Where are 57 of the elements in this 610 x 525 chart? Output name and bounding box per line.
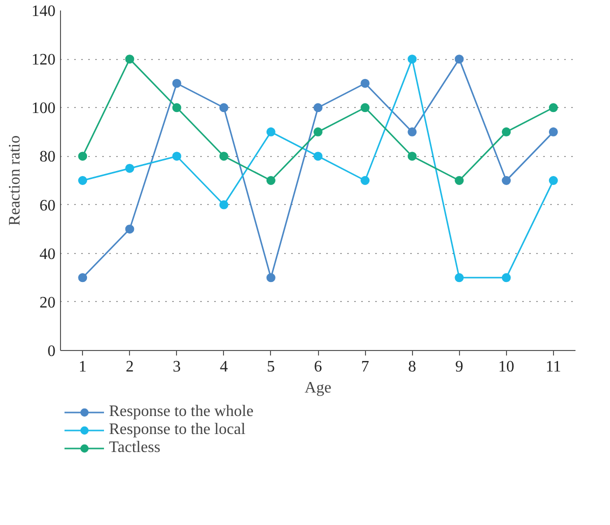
x-tick-label: 5 bbox=[266, 358, 275, 376]
y-tick-label: 100 bbox=[32, 100, 56, 118]
point bbox=[314, 127, 322, 136]
point bbox=[125, 164, 134, 173]
legend-label: Response to the local bbox=[109, 421, 246, 439]
legend-label: Tactless bbox=[109, 439, 160, 457]
point bbox=[125, 224, 134, 234]
point bbox=[314, 152, 322, 161]
point bbox=[408, 152, 417, 161]
point bbox=[78, 152, 88, 161]
y-tick-label: 60 bbox=[40, 197, 56, 214]
x-tick-label: 7 bbox=[361, 358, 370, 376]
x-tick-label: 1 bbox=[78, 358, 87, 376]
point bbox=[78, 176, 88, 185]
y-tick-label: 0 bbox=[48, 343, 56, 360]
point bbox=[360, 176, 370, 185]
point bbox=[172, 78, 182, 88]
point bbox=[454, 176, 464, 185]
point bbox=[78, 273, 88, 282]
point bbox=[502, 127, 511, 136]
x-tick-label: 8 bbox=[408, 358, 416, 376]
point bbox=[502, 176, 511, 185]
point bbox=[172, 152, 182, 161]
x-axis-title: Age bbox=[304, 380, 332, 396]
x-tick-label: 2 bbox=[126, 358, 134, 376]
point bbox=[548, 127, 558, 136]
point bbox=[219, 152, 228, 161]
x-tick-label: 6 bbox=[314, 358, 322, 376]
point bbox=[408, 54, 417, 64]
point bbox=[266, 176, 276, 185]
x-tick-label: 4 bbox=[220, 358, 228, 376]
point bbox=[172, 103, 182, 112]
point bbox=[360, 78, 370, 88]
point bbox=[219, 200, 228, 210]
y-tick-label: 40 bbox=[40, 246, 56, 263]
point bbox=[408, 127, 417, 136]
point bbox=[548, 176, 558, 185]
point bbox=[266, 127, 276, 136]
x-tick-label: 3 bbox=[172, 358, 181, 376]
y-tick-label: 80 bbox=[40, 148, 56, 166]
point bbox=[125, 54, 134, 64]
point bbox=[454, 273, 464, 282]
y-tick-label: 20 bbox=[40, 294, 56, 312]
y-tick-label: 120 bbox=[32, 52, 56, 69]
x-tick-label: 11 bbox=[546, 358, 562, 376]
point bbox=[502, 273, 511, 282]
x-tick-label: 9 bbox=[455, 358, 464, 376]
x-tick-label: 10 bbox=[498, 358, 514, 376]
y-tick-label: 140 bbox=[32, 3, 56, 20]
point bbox=[266, 273, 276, 282]
point bbox=[219, 103, 228, 112]
y-axis-title: Reaction ratio bbox=[6, 135, 24, 226]
point bbox=[360, 103, 370, 112]
point bbox=[454, 54, 464, 64]
legend-label: Response to the whole bbox=[109, 403, 254, 421]
point bbox=[314, 103, 322, 112]
point bbox=[548, 103, 558, 112]
